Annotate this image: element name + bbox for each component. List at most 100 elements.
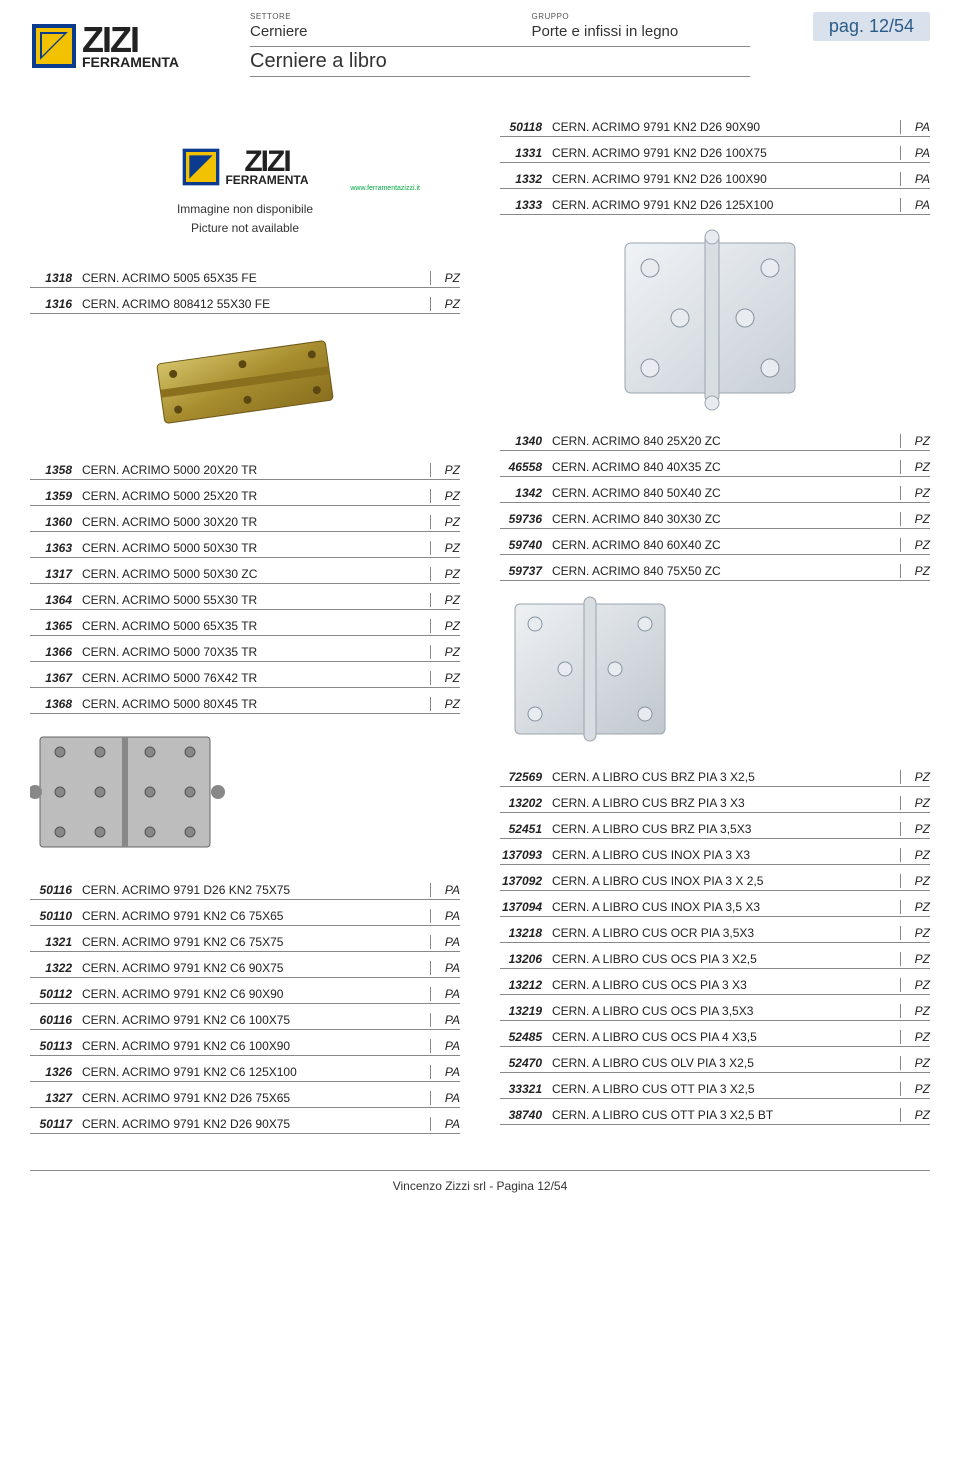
item-desc: CERN. ACRIMO 5000 50X30 TR xyxy=(80,541,430,555)
item-desc: CERN. A LIBRO CUS BRZ PIA 3 X2,5 xyxy=(550,770,900,784)
item-desc: CERN. ACRIMO 9791 KN2 D26 90X75 xyxy=(80,1117,430,1131)
item-row: 1318CERN. ACRIMO 5005 65X35 FEPZ xyxy=(30,268,460,288)
item-desc: CERN. A LIBRO CUS OCS PIA 3 X2,5 xyxy=(550,952,900,966)
item-unit: PA xyxy=(430,1117,460,1131)
item-row: 1366CERN. ACRIMO 5000 70X35 TRPZ xyxy=(30,642,460,662)
item-code: 38740 xyxy=(500,1108,550,1122)
item-unit: PZ xyxy=(430,671,460,685)
item-desc: CERN. ACRIMO 5000 65X35 TR xyxy=(80,619,430,633)
item-code: 50113 xyxy=(30,1039,80,1053)
item-desc: CERN. A LIBRO CUS OCS PIA 4 X3,5 xyxy=(550,1030,900,1044)
logo-sub: FERRAMENTA xyxy=(82,56,179,69)
item-code: 59737 xyxy=(500,564,550,578)
item-unit: PZ xyxy=(900,1056,930,1070)
item-code: 1331 xyxy=(500,146,550,160)
item-unit: PA xyxy=(430,987,460,1001)
logo: ZIZI FERRAMENTA xyxy=(30,12,230,70)
item-row: 1358CERN. ACRIMO 5000 20X20 TRPZ xyxy=(30,460,460,480)
logo-icon-small xyxy=(181,147,221,187)
item-unit: PZ xyxy=(430,567,460,581)
item-desc: CERN. ACRIMO 9791 KN2 C6 75X65 xyxy=(80,909,430,923)
item-row: 72569CERN. A LIBRO CUS BRZ PIA 3 X2,5PZ xyxy=(500,767,930,787)
item-code: 1342 xyxy=(500,486,550,500)
item-desc: CERN. ACRIMO 5000 50X30 ZC xyxy=(80,567,430,581)
item-unit: PZ xyxy=(900,1030,930,1044)
item-unit: PZ xyxy=(430,593,460,607)
item-row: 13218CERN. A LIBRO CUS OCR PIA 3,5X3PZ xyxy=(500,923,930,943)
item-row: 59736CERN. ACRIMO 840 30X30 ZCPZ xyxy=(500,509,930,529)
item-desc: CERN. ACRIMO 9791 KN2 C6 90X90 xyxy=(80,987,430,1001)
item-unit: PA xyxy=(900,120,930,134)
item-unit: PZ xyxy=(900,900,930,914)
item-row: 1317CERN. ACRIMO 5000 50X30 ZCPZ xyxy=(30,564,460,584)
item-unit: PZ xyxy=(900,770,930,784)
hinge-steel2-image xyxy=(500,589,930,749)
item-unit: PA xyxy=(430,935,460,949)
item-code: 46558 xyxy=(500,460,550,474)
item-desc: CERN. A LIBRO CUS BRZ PIA 3,5X3 xyxy=(550,822,900,836)
left-group-2: 1358CERN. ACRIMO 5000 20X20 TRPZ 1359CERN… xyxy=(30,460,460,714)
item-code: 1326 xyxy=(30,1065,80,1079)
page-badge: pag. 12/54 xyxy=(813,12,930,41)
item-code: 50117 xyxy=(30,1117,80,1131)
page-title: Cerniere a libro xyxy=(250,50,750,73)
item-row: 38740CERN. A LIBRO CUS OTT PIA 3 X2,5 BT… xyxy=(500,1105,930,1125)
item-desc: CERN. A LIBRO CUS INOX PIA 3 X3 xyxy=(550,848,900,862)
item-unit: PZ xyxy=(900,796,930,810)
item-row: 1360CERN. ACRIMO 5000 30X20 TRPZ xyxy=(30,512,460,532)
item-code: 1360 xyxy=(30,515,80,529)
item-unit: PZ xyxy=(900,822,930,836)
item-code: 137092 xyxy=(500,874,550,888)
item-unit: PZ xyxy=(900,486,930,500)
item-code: 1367 xyxy=(30,671,80,685)
item-desc: CERN. ACRIMO 840 50X40 ZC xyxy=(550,486,900,500)
item-code: 52470 xyxy=(500,1056,550,1070)
hinge-steel-image xyxy=(500,223,930,413)
item-row: 60116CERN. ACRIMO 9791 KN2 C6 100X75PA xyxy=(30,1010,460,1030)
item-unit: PZ xyxy=(430,515,460,529)
item-code: 1333 xyxy=(500,198,550,212)
item-desc: CERN. ACRIMO 5000 30X20 TR xyxy=(80,515,430,529)
logo-brand-small: ZIZI xyxy=(225,148,308,175)
item-code: 137094 xyxy=(500,900,550,914)
item-unit: PA xyxy=(430,909,460,923)
item-code: 1366 xyxy=(30,645,80,659)
item-unit: PA xyxy=(430,1039,460,1053)
item-desc: CERN. ACRIMO 9791 KN2 C6 75X75 xyxy=(80,935,430,949)
item-row: 50112CERN. ACRIMO 9791 KN2 C6 90X90PA xyxy=(30,984,460,1004)
logo-sub-small: FERRAMENTA xyxy=(225,175,308,186)
item-row: 1340CERN. ACRIMO 840 25X20 ZCPZ xyxy=(500,431,930,451)
group-label: GRUPPO xyxy=(531,12,812,21)
item-row: 46558CERN. ACRIMO 840 40X35 ZCPZ xyxy=(500,457,930,477)
item-code: 1332 xyxy=(500,172,550,186)
item-code: 50112 xyxy=(30,987,80,1001)
item-code: 1365 xyxy=(30,619,80,633)
content: ZIZI FERRAMENTA www.ferramentazizzi.it I… xyxy=(30,117,930,1140)
item-code: 1322 xyxy=(30,961,80,975)
item-desc: CERN. ACRIMO 9791 KN2 D26 125X100 xyxy=(550,198,900,212)
item-desc: CERN. ACRIMO 9791 KN2 C6 100X90 xyxy=(80,1039,430,1053)
item-desc: CERN. ACRIMO 9791 KN2 D26 75X65 xyxy=(80,1091,430,1105)
left-column: ZIZI FERRAMENTA www.ferramentazizzi.it I… xyxy=(30,117,460,1140)
group-value: Porte e infissi in legno xyxy=(531,23,812,40)
item-desc: CERN. A LIBRO CUS INOX PIA 3,5 X3 xyxy=(550,900,900,914)
item-code: 1317 xyxy=(30,567,80,581)
item-unit: PA xyxy=(430,1091,460,1105)
item-row: 52451CERN. A LIBRO CUS BRZ PIA 3,5X3PZ xyxy=(500,819,930,839)
item-unit: PA xyxy=(430,883,460,897)
item-desc: CERN. ACRIMO 9791 KN2 D26 90X90 xyxy=(550,120,900,134)
item-code: 13206 xyxy=(500,952,550,966)
item-row: 1359CERN. ACRIMO 5000 25X20 TRPZ xyxy=(30,486,460,506)
item-unit: PA xyxy=(900,172,930,186)
item-unit: PZ xyxy=(900,564,930,578)
item-code: 50118 xyxy=(500,120,550,134)
item-unit: PZ xyxy=(430,489,460,503)
item-desc: CERN. ACRIMO 9791 KN2 C6 90X75 xyxy=(80,961,430,975)
item-row: 137092CERN. A LIBRO CUS INOX PIA 3 X 2,5… xyxy=(500,871,930,891)
item-unit: PZ xyxy=(900,848,930,862)
logo-icon xyxy=(30,22,78,70)
item-code: 52451 xyxy=(500,822,550,836)
item-desc: CERN. ACRIMO 5000 25X20 TR xyxy=(80,489,430,503)
item-code: 13212 xyxy=(500,978,550,992)
item-code: 59736 xyxy=(500,512,550,526)
